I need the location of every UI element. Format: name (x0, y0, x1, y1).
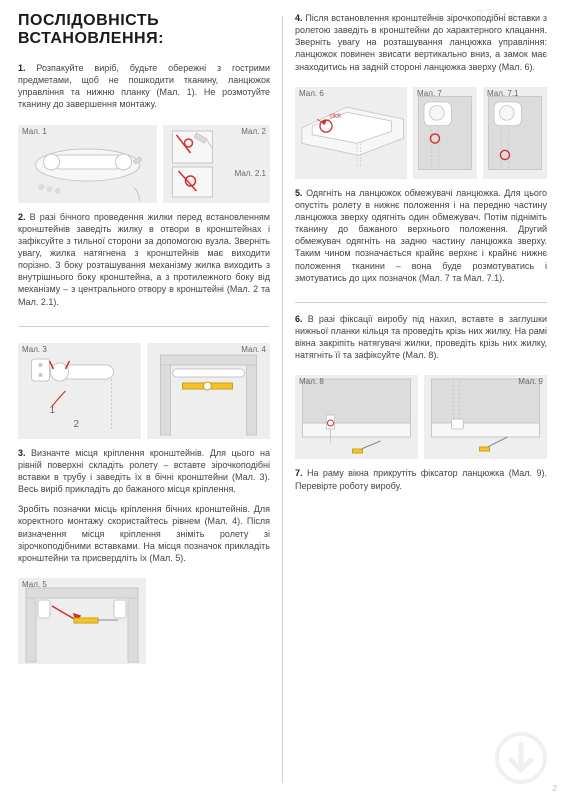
figure-5-svg (18, 578, 146, 664)
step-5-text: 5. Одягніть на ланцюжок обмежувачі ланцю… (295, 187, 547, 284)
figure-8: Мал. 8 (295, 375, 418, 459)
figure-9-svg (424, 375, 547, 459)
figure-2-svg (163, 125, 270, 203)
figure-9-label: Мал. 9 (518, 377, 543, 386)
figure-7-svg (413, 87, 477, 179)
figure-8-label: Мал. 8 (299, 377, 324, 386)
step-1-text: 1. Розпакуйте виріб, будьте обережні з г… (18, 62, 270, 111)
figure-2: Мал. 2 Мал. 2.1 (163, 125, 270, 203)
figure-4-svg (147, 343, 270, 439)
step-3-text: 3. Визначте місця кріплення кронштейнів.… (18, 447, 270, 496)
figure-3-svg: 1 2 (18, 343, 141, 439)
figure-3-label: Мал. 3 (22, 345, 47, 354)
hrule-left-1 (18, 326, 270, 327)
figure-4: Мал. 4 (147, 343, 270, 439)
fig-row-1-2: Мал. 1 Мал. 2 Мал. 2.1 (18, 125, 270, 203)
figure-7: Мал. 7 (413, 87, 477, 179)
figure-1-label: Мал. 1 (22, 127, 47, 136)
watermark-text-top: 27.ua (475, 6, 555, 27)
step-2-text: 2. В разі бічного проведення жилки перед… (18, 211, 270, 308)
figure-3-num2: 2 (74, 419, 80, 430)
figure-71-label: Мал. 7.1 (487, 89, 518, 98)
figure-6-label: Мал. 6 (299, 89, 324, 98)
figure-5-label: Мал. 5 (22, 580, 47, 589)
figure-21-label: Мал. 2.1 (235, 169, 266, 178)
fig-row-6-7: Мал. 6 click Мал. 7 (295, 87, 547, 179)
fig-row-5: Мал. 5 (18, 578, 270, 664)
figure-3: Мал. 3 1 2 (18, 343, 141, 439)
figure-1-svg (18, 125, 157, 203)
figure-6-svg: click (295, 87, 407, 179)
figure-5: Мал. 5 (18, 578, 146, 664)
fig-row-3-4: Мал. 3 1 2 Мал. 4 (18, 343, 270, 439)
svg-text:27.ua: 27.ua (475, 7, 516, 24)
figure-2-label: Мал. 2 (241, 127, 266, 136)
figure-6: Мал. 6 click (295, 87, 407, 179)
step-6-text: 6. В разі фіксації виробу під нахил, вст… (295, 313, 547, 362)
page: ПОСЛІДОВНІСТЬ ВСТАНОВЛЕННЯ: 1. Розпакуйт… (0, 0, 565, 799)
figure-9: Мал. 9 (424, 375, 547, 459)
step-3b-text: Зробіть позначки місць кріплення бічних … (18, 503, 270, 564)
figure-4-label: Мал. 4 (241, 345, 266, 354)
figure-71-svg (483, 87, 547, 179)
figure-8-svg (295, 375, 418, 459)
figure-71: Мал. 7.1 (483, 87, 547, 179)
page-title: ПОСЛІДОВНІСТЬ ВСТАНОВЛЕННЯ: (18, 12, 270, 48)
figure-6-click: click (329, 113, 342, 119)
column-right: 4. Після встановлення кронштейнів зірочк… (283, 12, 547, 787)
figure-7-label: Мал. 7 (417, 89, 442, 98)
fig-row-8-9: Мал. 8 Мал. 9 (295, 375, 547, 459)
step-7-text: 7. На раму вікна прикрутіть фіксатор лан… (295, 467, 547, 491)
hrule-right-1 (295, 302, 547, 303)
watermark-arrow-bottom (493, 730, 549, 789)
page-number: 2 (553, 784, 557, 793)
column-left: ПОСЛІДОВНІСТЬ ВСТАНОВЛЕННЯ: 1. Розпакуйт… (18, 12, 282, 787)
figure-1: Мал. 1 (18, 125, 157, 203)
